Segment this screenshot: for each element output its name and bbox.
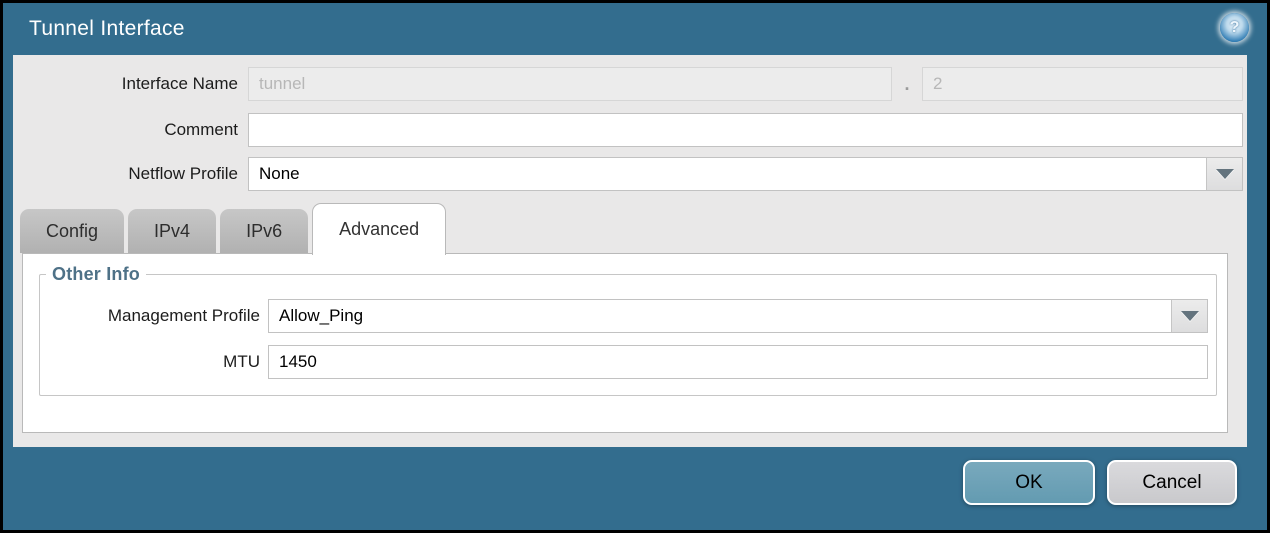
cancel-button[interactable]: Cancel bbox=[1107, 460, 1237, 505]
management-profile-value: Allow_Ping bbox=[279, 306, 364, 325]
chevron-down-icon bbox=[1180, 311, 1199, 321]
ok-button[interactable]: OK bbox=[963, 460, 1095, 505]
tab-ipv6[interactable]: IPv6 bbox=[220, 209, 309, 253]
interface-name-base-input[interactable] bbox=[248, 67, 892, 101]
titlebar: Tunnel Interface ? bbox=[3, 3, 1267, 55]
tab-bar: Config IPv4 IPv6 Advanced bbox=[20, 203, 1243, 255]
comment-input[interactable] bbox=[248, 113, 1243, 147]
advanced-tab-panel: Other Info Management Profile Allow_Ping… bbox=[22, 253, 1228, 433]
netflow-profile-dropdown-button[interactable] bbox=[1206, 158, 1242, 190]
netflow-profile-value: None bbox=[259, 164, 300, 183]
interface-name-suffix-input[interactable] bbox=[922, 67, 1243, 101]
comment-row: Comment bbox=[13, 113, 1243, 147]
comment-label: Comment bbox=[164, 120, 238, 139]
tab-advanced[interactable]: Advanced bbox=[312, 203, 447, 255]
dialog-body: Interface Name . Comment Netflow Profile… bbox=[13, 55, 1247, 447]
interface-name-row: Interface Name . bbox=[13, 67, 1243, 101]
other-info-fieldset: Other Info Management Profile Allow_Ping… bbox=[39, 264, 1217, 396]
footer: OK Cancel bbox=[963, 460, 1237, 505]
mtu-input[interactable] bbox=[268, 345, 1208, 379]
management-profile-label: Management Profile bbox=[107, 306, 260, 325]
netflow-profile-dropdown[interactable]: None bbox=[248, 157, 1243, 191]
interface-name-label: Interface Name bbox=[121, 74, 238, 93]
help-button[interactable]: ? bbox=[1220, 13, 1249, 42]
interface-name-separator: . bbox=[904, 73, 910, 94]
tab-config[interactable]: Config bbox=[20, 209, 125, 253]
management-profile-row: Management Profile Allow_Ping bbox=[40, 299, 1208, 333]
mtu-row: MTU bbox=[40, 345, 1208, 379]
tab-ipv4[interactable]: IPv4 bbox=[128, 209, 217, 253]
netflow-profile-label: Netflow Profile bbox=[128, 164, 238, 183]
help-icon: ? bbox=[1229, 18, 1240, 36]
mtu-label: MTU bbox=[223, 352, 260, 371]
other-info-legend: Other Info bbox=[52, 264, 140, 284]
management-profile-dropdown[interactable]: Allow_Ping bbox=[268, 299, 1208, 333]
netflow-profile-row: Netflow Profile None bbox=[13, 157, 1243, 191]
management-profile-dropdown-button[interactable] bbox=[1171, 300, 1207, 332]
tunnel-interface-dialog: Tunnel Interface ? Interface Name . Comm… bbox=[3, 3, 1267, 530]
chevron-down-icon bbox=[1215, 169, 1234, 179]
dialog-title: Tunnel Interface bbox=[29, 17, 185, 40]
